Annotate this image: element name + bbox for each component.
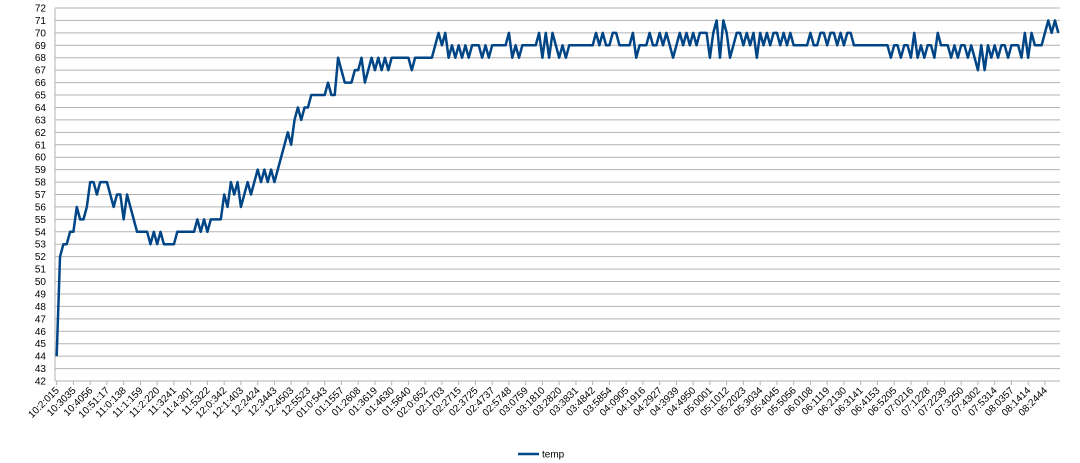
y-tick-label: 70 [35,28,47,39]
y-tick-label: 68 [35,53,47,64]
y-tick-label: 63 [35,115,47,126]
y-tick-label: 71 [35,16,47,27]
y-tick-label: 69 [35,41,47,52]
y-tick-label: 59 [35,165,47,176]
y-tick-label: 47 [35,314,47,325]
grid [55,7,1060,382]
y-tick-label: 57 [35,190,47,201]
y-tick-label: 72 [35,4,47,15]
y-tick-label: 66 [35,78,47,89]
y-tick-label: 49 [35,289,47,300]
y-tick-label: 64 [35,103,47,114]
y-tick-label: 46 [35,327,47,338]
y-tick-label: 62 [35,128,47,139]
y-tick-label: 48 [35,302,47,313]
y-tick-label: 60 [35,153,47,164]
y-tick-label: 50 [35,277,47,288]
y-tick-label: 42 [35,377,47,388]
y-tick-label: 55 [35,215,47,226]
y-tick-label: 56 [35,202,47,213]
y-tick-label: 67 [35,66,47,77]
y-tick-label: 51 [35,265,47,276]
y-tick-label: 52 [35,252,47,263]
legend-label: temp [542,450,565,461]
y-tick-label: 65 [35,91,47,102]
y-tick-label: 44 [35,352,47,363]
y-tick-label: 54 [35,227,47,238]
y-tick-label: 58 [35,178,47,189]
y-tick-label: 53 [35,240,47,251]
y-tick-label: 43 [35,364,47,375]
y-tick-label: 45 [35,339,47,350]
y-tick-label: 61 [35,140,47,151]
series-line [55,19,1060,357]
